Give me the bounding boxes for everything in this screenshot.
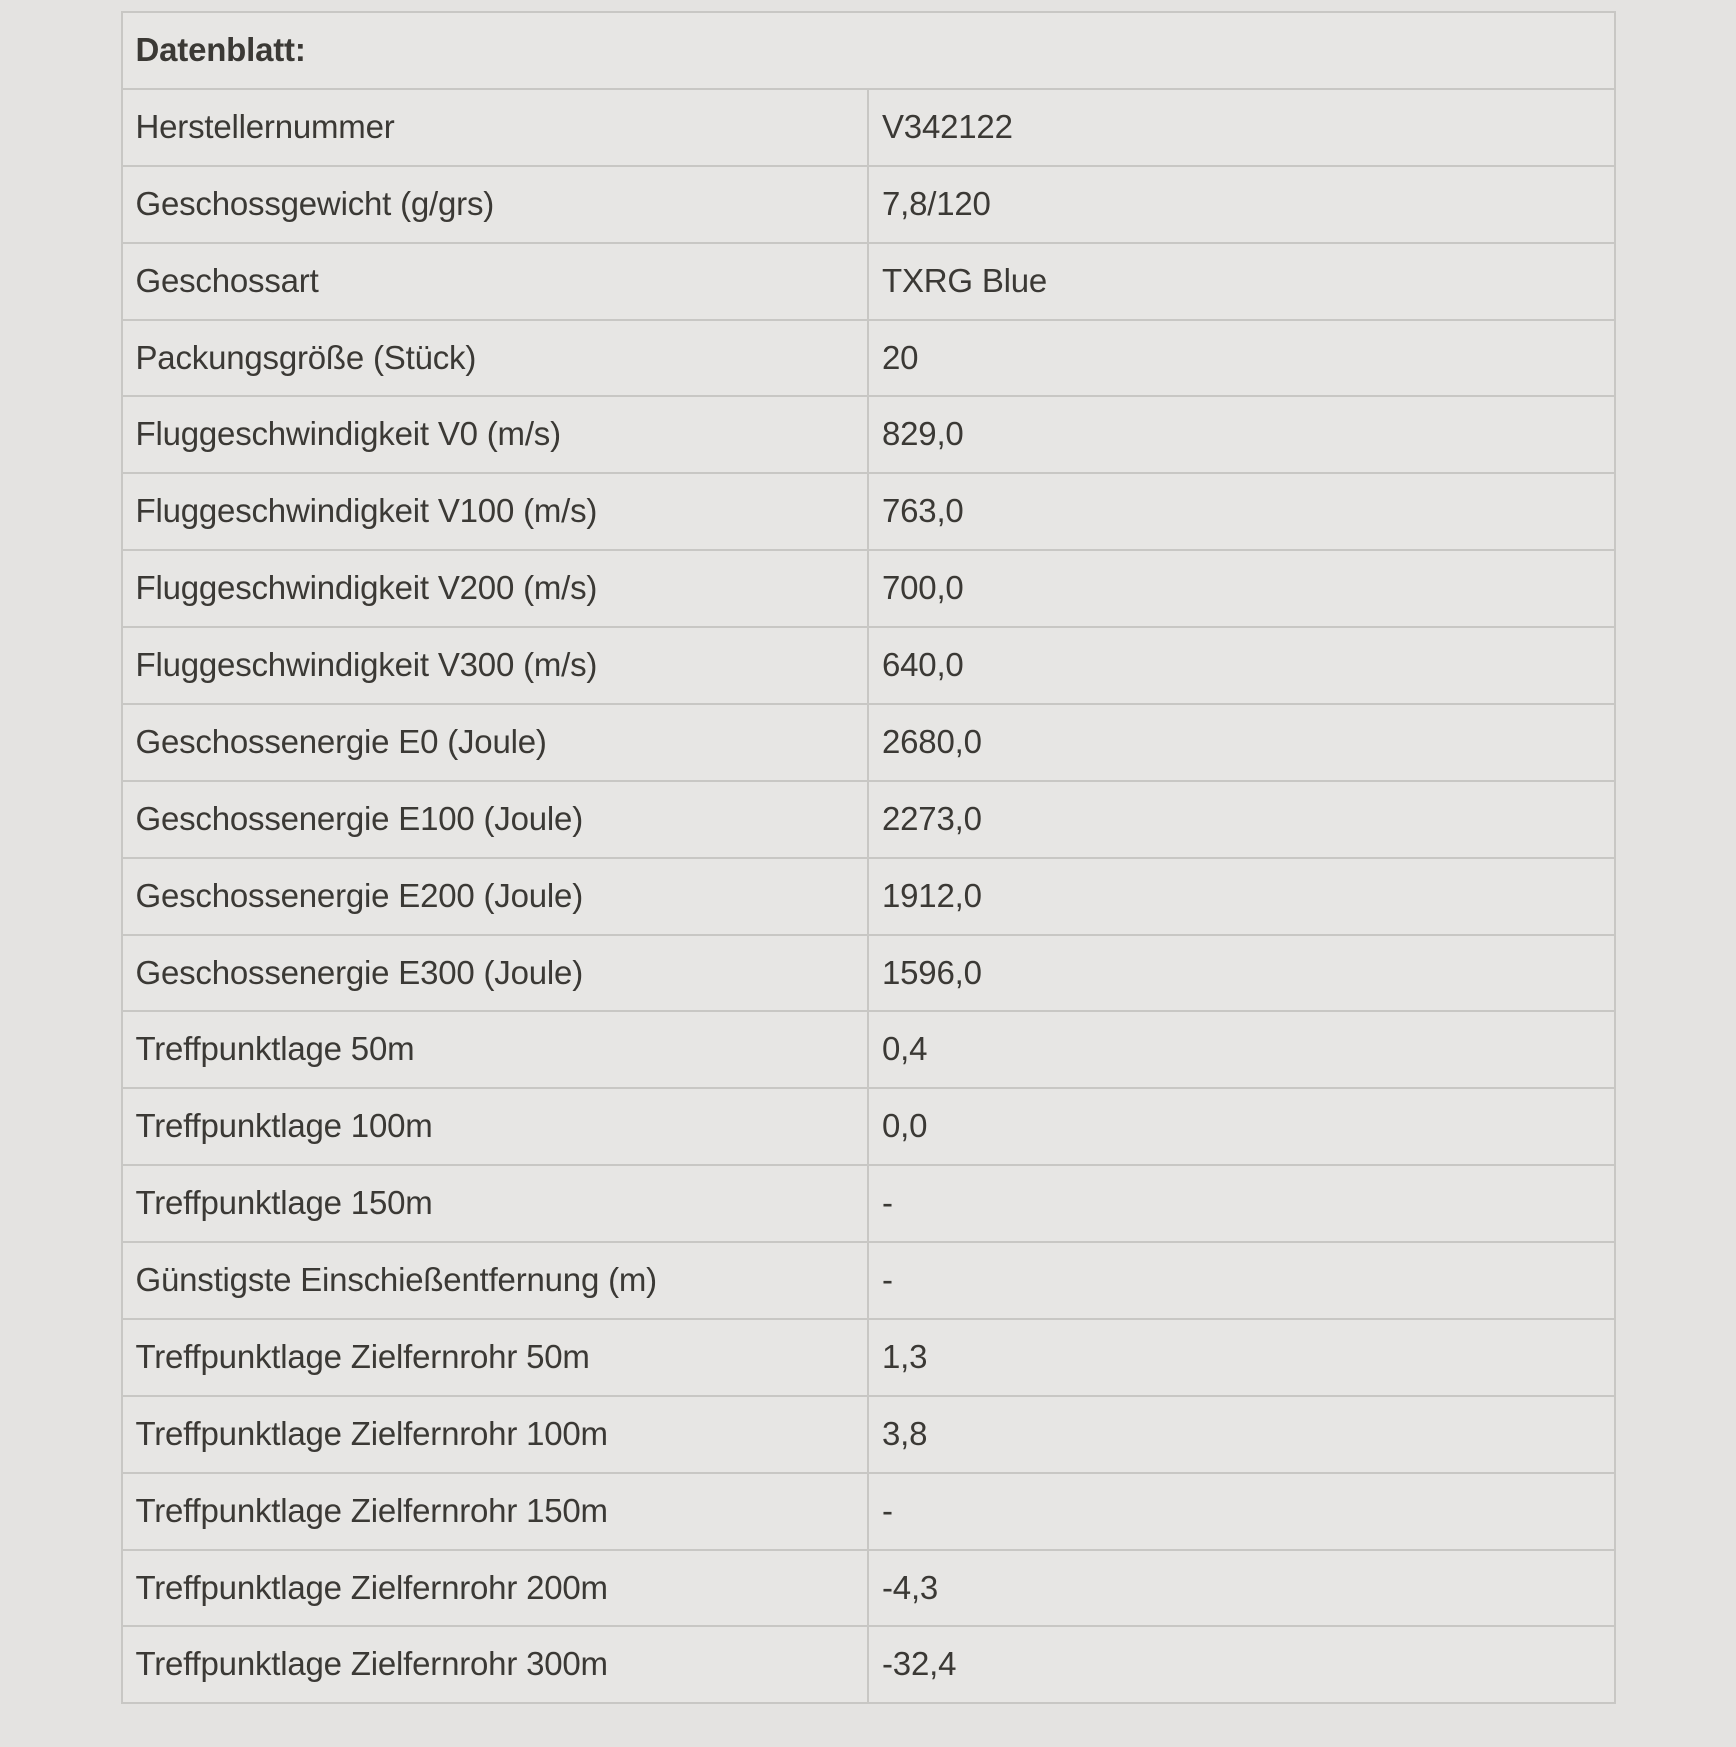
row-label: Treffpunktlage 150m xyxy=(120,1164,869,1243)
table-row: Treffpunktlage Zielfernrohr 50m 1,3 xyxy=(120,1317,1616,1397)
row-label: Geschossenergie E300 (Joule) xyxy=(120,933,869,1013)
row-label: Treffpunktlage Zielfernrohr 50m xyxy=(120,1317,869,1397)
datasheet-header: Datenblatt: xyxy=(120,11,1616,90)
row-value: - xyxy=(867,1164,1616,1243)
table-row: Treffpunktlage 50m 0,4 xyxy=(120,1010,1616,1090)
datasheet-title: Datenblatt: xyxy=(120,11,1616,90)
table-row: Treffpunktlage 150m - xyxy=(120,1164,1616,1243)
datasheet-body: Herstellernummer V342122 Geschossgewicht (… xyxy=(120,87,1616,1705)
table-row: Fluggeschwindigkeit V300 (m/s) 640,0 xyxy=(120,626,1616,705)
row-label: Geschossenergie E200 (Joule) xyxy=(120,856,869,936)
table-row: Günstigste Einschießentfernung (m) - xyxy=(120,1241,1616,1320)
table-row: Geschossenergie E100 (Joule) 2273,0 xyxy=(120,779,1616,859)
table-row: Treffpunktlage Zielfernrohr 100m 3,8 xyxy=(120,1394,1616,1474)
table-row: Geschossart TXRG Blue xyxy=(120,241,1616,321)
row-value: 640,0 xyxy=(867,626,1616,705)
table-row: Treffpunktlage 100m 0,0 xyxy=(120,1087,1616,1167)
row-value: 0,4 xyxy=(867,1010,1616,1090)
row-value: 1,3 xyxy=(867,1317,1616,1397)
table-row: Fluggeschwindigkeit V200 (m/s) 700,0 xyxy=(120,549,1616,628)
row-label: Treffpunktlage 50m xyxy=(120,1010,869,1090)
table-row: Fluggeschwindigkeit V0 (m/s) 829,0 xyxy=(120,395,1616,475)
row-label: Treffpunktlage Zielfernrohr 300m xyxy=(120,1625,869,1705)
datasheet-table: Datenblatt: Herstellernummer V342122 Gesch… xyxy=(120,11,1616,1705)
table-row: Fluggeschwindigkeit V100 (m/s) 763,0 xyxy=(120,472,1616,552)
table-row: Treffpunktlage Zielfernrohr 200m -4,3 xyxy=(120,1548,1616,1628)
row-label: Geschossenergie E0 (Joule) xyxy=(120,702,869,782)
table-row: Geschossgewicht (g/grs) 7,8/120 xyxy=(120,164,1616,244)
row-value: V342122 xyxy=(867,87,1616,167)
row-label: Herstellernummer xyxy=(120,87,869,167)
row-value: - xyxy=(867,1471,1616,1551)
row-label: Treffpunktlage Zielfernrohr 200m xyxy=(120,1548,869,1628)
row-label: Günstigste Einschießentfernung (m) xyxy=(120,1241,869,1320)
datasheet-section: Datenblatt: Herstellernummer V342122 Gesch… xyxy=(120,11,1616,1705)
row-label: Fluggeschwindigkeit V200 (m/s) xyxy=(120,549,869,628)
row-value: 7,8/120 xyxy=(867,164,1616,244)
row-label: Fluggeschwindigkeit V0 (m/s) xyxy=(120,395,869,475)
row-label: Geschossgewicht (g/grs) xyxy=(120,164,869,244)
row-value: 2273,0 xyxy=(867,779,1616,859)
header-row: Datenblatt: xyxy=(120,11,1616,90)
row-label: Packungsgröße (Stück) xyxy=(120,318,869,398)
row-label: Treffpunktlage Zielfernrohr 150m xyxy=(120,1471,869,1551)
row-value: 0,0 xyxy=(867,1087,1616,1167)
row-value: 700,0 xyxy=(867,549,1616,628)
row-value: 829,0 xyxy=(867,395,1616,475)
row-value: -4,3 xyxy=(867,1548,1616,1628)
table-row: Geschossenergie E300 (Joule) 1596,0 xyxy=(120,933,1616,1013)
row-value: 1596,0 xyxy=(867,933,1616,1013)
table-row: Geschossenergie E200 (Joule) 1912,0 xyxy=(120,856,1616,936)
row-label: Geschossenergie E100 (Joule) xyxy=(120,779,869,859)
table-row: Treffpunktlage Zielfernrohr 150m - xyxy=(120,1471,1616,1551)
row-label: Fluggeschwindigkeit V300 (m/s) xyxy=(120,626,869,705)
table-row: Treffpunktlage Zielfernrohr 300m -32,4 xyxy=(120,1625,1616,1705)
table-row: Herstellernummer V342122 xyxy=(120,87,1616,167)
row-label: Treffpunktlage Zielfernrohr 100m xyxy=(120,1394,869,1474)
row-value: TXRG Blue xyxy=(867,241,1616,321)
table-row: Packungsgröße (Stück) 20 xyxy=(120,318,1616,398)
row-value: 20 xyxy=(867,318,1616,398)
row-value: 1912,0 xyxy=(867,856,1616,936)
row-value: 763,0 xyxy=(867,472,1616,552)
row-value: 3,8 xyxy=(867,1394,1616,1474)
row-label: Treffpunktlage 100m xyxy=(120,1087,869,1167)
row-value: -32,4 xyxy=(867,1625,1616,1705)
table-row: Geschossenergie E0 (Joule) 2680,0 xyxy=(120,702,1616,782)
row-value: 2680,0 xyxy=(867,702,1616,782)
row-value: - xyxy=(867,1241,1616,1320)
row-label: Fluggeschwindigkeit V100 (m/s) xyxy=(120,472,869,552)
row-label: Geschossart xyxy=(120,241,869,321)
